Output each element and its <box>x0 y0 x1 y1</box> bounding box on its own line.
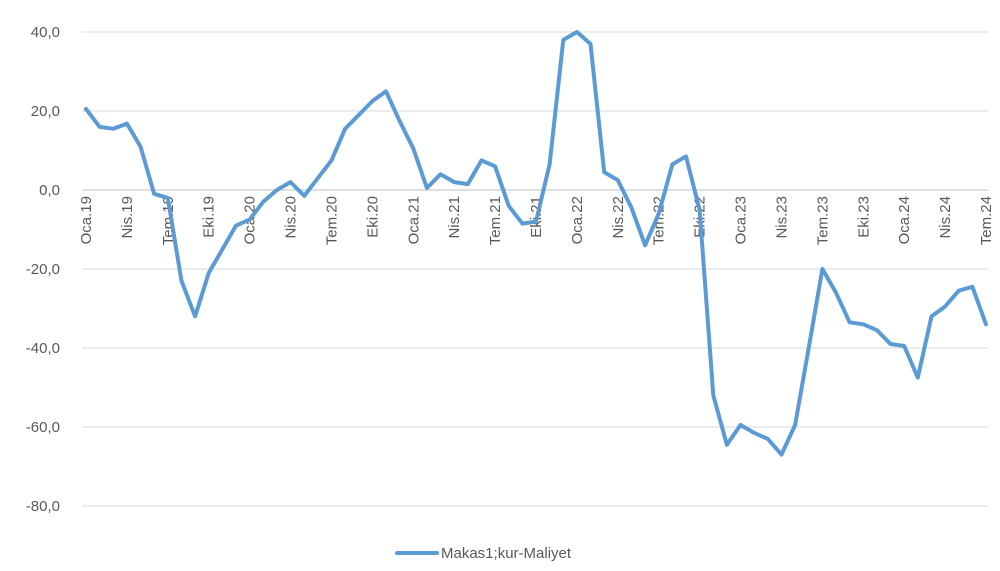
x-tick-label: Tem.22 <box>651 196 668 245</box>
x-tick-label: Eki.20 <box>364 196 381 238</box>
y-axis-ticks: 40,0 20,0 0,0 -20,0 -40,0 -60,0 -80,0 <box>26 24 60 515</box>
gridlines <box>82 31 988 507</box>
x-tick-label: Eki.19 <box>201 196 218 238</box>
y-tick-label: 0,0 <box>39 182 60 199</box>
y-tick-label: 20,0 <box>31 103 60 120</box>
x-tick-label: Tem.20 <box>323 196 340 245</box>
x-tick-label: Tem.24 <box>978 196 995 245</box>
series-lines <box>84 30 988 457</box>
x-tick-label: Oca.24 <box>896 196 913 244</box>
series-line <box>84 30 988 457</box>
y-tick-label: -20,0 <box>26 261 60 278</box>
x-tick-label: Nis.23 <box>773 196 790 239</box>
x-tick-label: Eki.23 <box>855 196 872 238</box>
legend-label: Makas1;kur-Maliyet <box>441 545 572 562</box>
y-tick-label: 40,0 <box>31 24 60 41</box>
x-tick-label: Oca.21 <box>405 196 422 244</box>
x-tick-label: Nis.24 <box>937 196 954 239</box>
x-tick-label: Oca.19 <box>78 196 95 244</box>
y-tick-label: -60,0 <box>26 419 60 436</box>
x-tick-label: Nis.21 <box>446 196 463 239</box>
x-tick-label: Nis.19 <box>119 196 136 239</box>
x-tick-label: Oca.23 <box>733 196 750 244</box>
x-tick-label: Tem.21 <box>487 196 504 245</box>
x-tick-label: Nis.22 <box>610 196 627 239</box>
x-tick-label: Oca.22 <box>569 196 586 244</box>
y-tick-label: -80,0 <box>26 498 60 515</box>
legend: Makas1;kur-Maliyet <box>395 545 572 562</box>
x-tick-label: Nis.20 <box>283 196 300 239</box>
y-tick-label: -40,0 <box>26 340 60 357</box>
x-tick-label: Tem.23 <box>814 196 831 245</box>
